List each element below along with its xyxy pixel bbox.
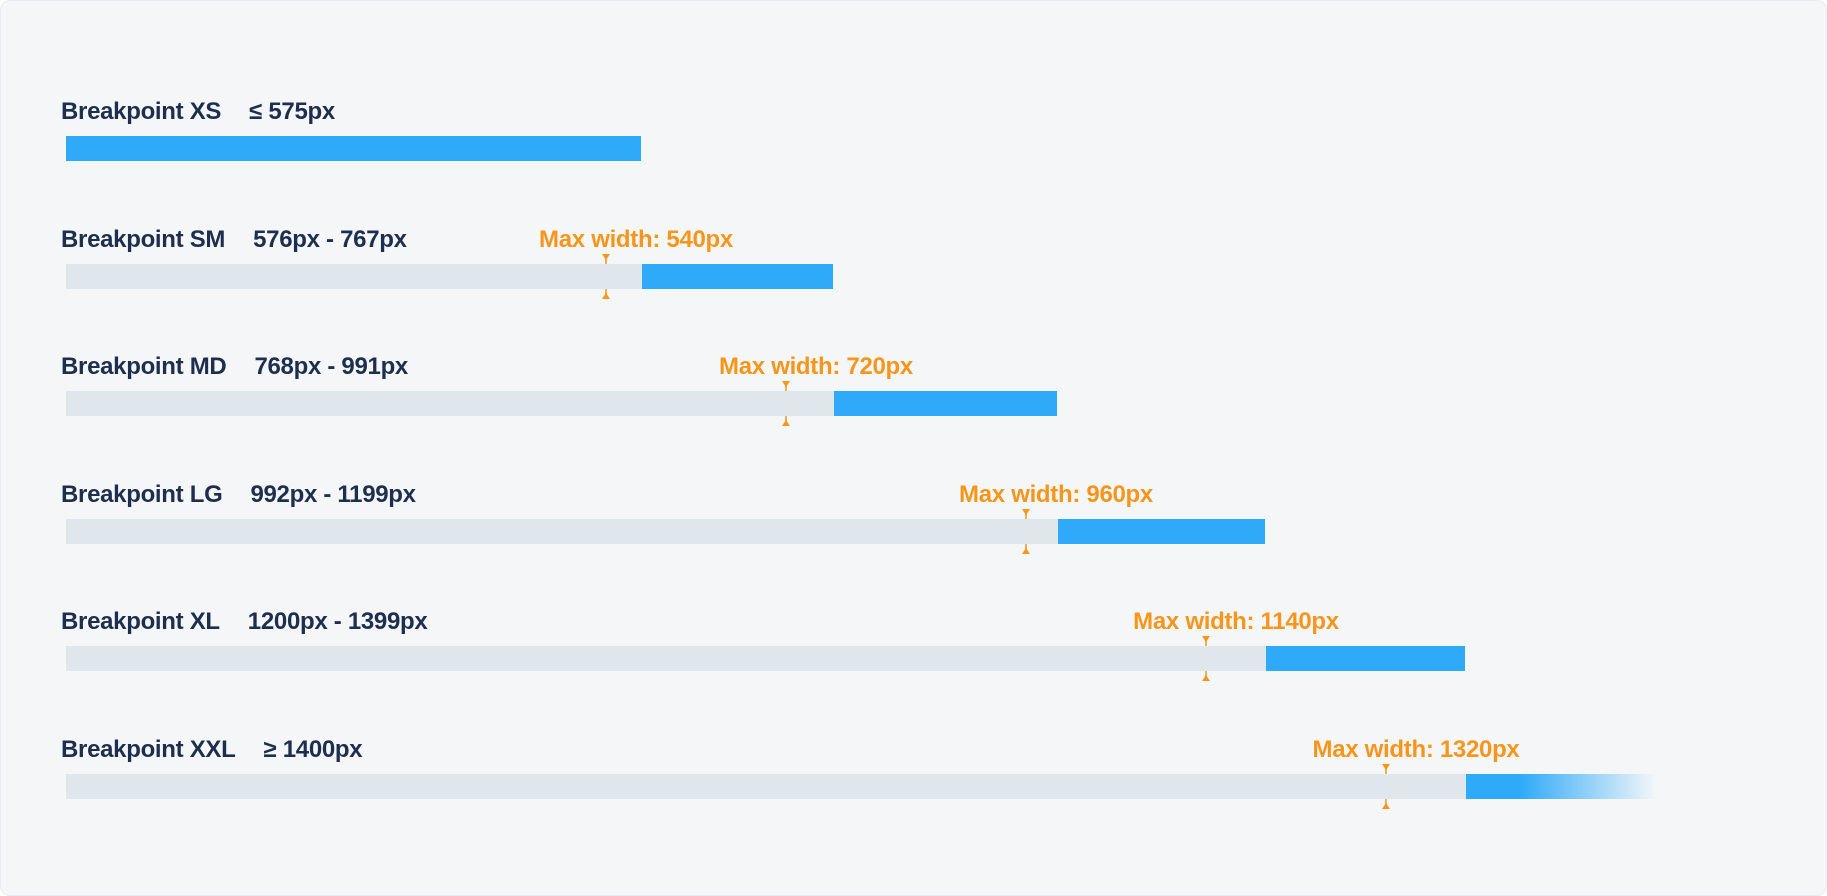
breakpoint-range: 1200px - 1399px <box>247 608 428 636</box>
viewport-track <box>66 263 833 289</box>
breakpoint-range: ≤ 575px <box>249 98 335 125</box>
breakpoint-name: Breakpoint XL <box>61 608 220 636</box>
breakpoint-range: 992px - 1199px <box>250 480 416 508</box>
breakpoint-range: ≥ 1400px <box>263 735 363 763</box>
container-bar <box>1266 646 1465 672</box>
breakpoint-name: Breakpoint SM <box>61 225 226 253</box>
max-width-label: Max width: 1140px <box>1133 608 1339 636</box>
container-bar <box>642 263 833 289</box>
max-width-label: Max width: 1320px <box>1312 735 1520 763</box>
max-width-label: Max width: 540px <box>539 225 733 253</box>
container-bar <box>834 391 1057 417</box>
viewport-track <box>66 136 641 161</box>
breakpoint-labels: Breakpoint MD 768px - 991px <box>61 354 408 380</box>
container-bar <box>1058 518 1265 544</box>
breakpoint-row-xxl: Breakpoint XXL ≥ 1400px Max width: 1320p… <box>1 735 1826 865</box>
breakpoint-range: 576px - 767px <box>253 225 407 253</box>
breakpoint-row-sm: Breakpoint SM 576px - 767px Max width: 5… <box>1 225 1826 355</box>
max-width-label: Max width: 720px <box>719 353 913 381</box>
breakpoint-labels: Breakpoint LG 992px - 1199px <box>61 480 416 508</box>
breakpoint-labels: Breakpoint XL 1200px - 1399px <box>61 608 428 636</box>
breakpoint-row-md: Breakpoint MD 768px - 991px Max width: 7… <box>1 354 1826 482</box>
breakpoint-row-xl: Breakpoint XL 1200px - 1399px Max width:… <box>1 609 1826 737</box>
container-bar <box>1466 773 1656 799</box>
breakpoint-labels: Breakpoint XXL ≥ 1400px <box>61 735 363 763</box>
viewport-track <box>66 391 1057 417</box>
breakpoint-name: Breakpoint LG <box>61 480 223 508</box>
viewport-track <box>66 518 1265 544</box>
breakpoint-name: Breakpoint MD <box>61 353 227 381</box>
breakpoint-labels: Breakpoint SM 576px - 767px <box>61 225 407 253</box>
breakpoint-row-xs: Breakpoint XS ≤ 575px <box>1 99 1826 227</box>
max-width-label: Max width: 960px <box>959 480 1153 508</box>
breakpoint-range: 768px - 991px <box>254 353 408 381</box>
viewport-track <box>66 646 1465 672</box>
breakpoint-name: Breakpoint XXL <box>61 735 236 763</box>
breakpoint-row-lg: Breakpoint LG 992px - 1199px Max width: … <box>1 480 1826 610</box>
viewport-track <box>66 773 1656 799</box>
breakpoint-labels: Breakpoint XS ≤ 575px <box>61 99 335 125</box>
breakpoint-name: Breakpoint XS <box>61 98 222 125</box>
container-bar <box>66 136 641 161</box>
